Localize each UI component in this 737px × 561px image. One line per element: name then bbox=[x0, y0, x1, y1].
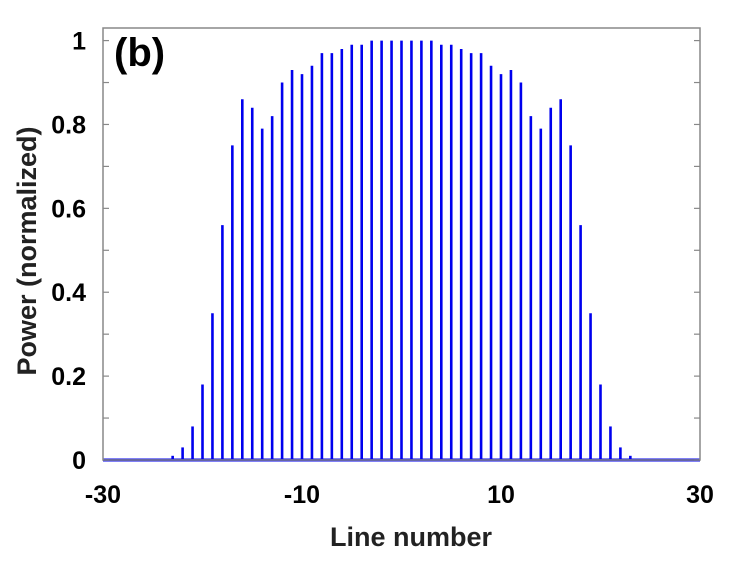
x-tick-label: 10 bbox=[487, 481, 515, 509]
x-tick-label: -30 bbox=[85, 481, 121, 509]
y-tick-label: 0 bbox=[72, 447, 86, 475]
y-tick-labels: 0 0.2 0.4 0.6 0.8 1 bbox=[51, 28, 86, 475]
stems-group bbox=[171, 40, 632, 460]
y-axis-label: Power (normalized) bbox=[12, 126, 42, 375]
y-tick-label: 1 bbox=[72, 28, 86, 56]
panel-label: (b) bbox=[114, 31, 165, 75]
y-tick-label: 0.6 bbox=[51, 195, 86, 223]
x-tick-label: 30 bbox=[686, 481, 714, 509]
plot-frame bbox=[102, 27, 701, 461]
x-tick-labels: -30 -10 10 30 bbox=[85, 481, 714, 509]
x-tick-label: -10 bbox=[284, 481, 320, 509]
x-axis-label: Line number bbox=[330, 522, 493, 552]
axis-ticks bbox=[103, 39, 700, 461]
y-tick-label: 0.4 bbox=[51, 279, 86, 307]
y-tick-label: 0.2 bbox=[51, 363, 86, 391]
y-tick-label: 0.8 bbox=[51, 111, 86, 139]
